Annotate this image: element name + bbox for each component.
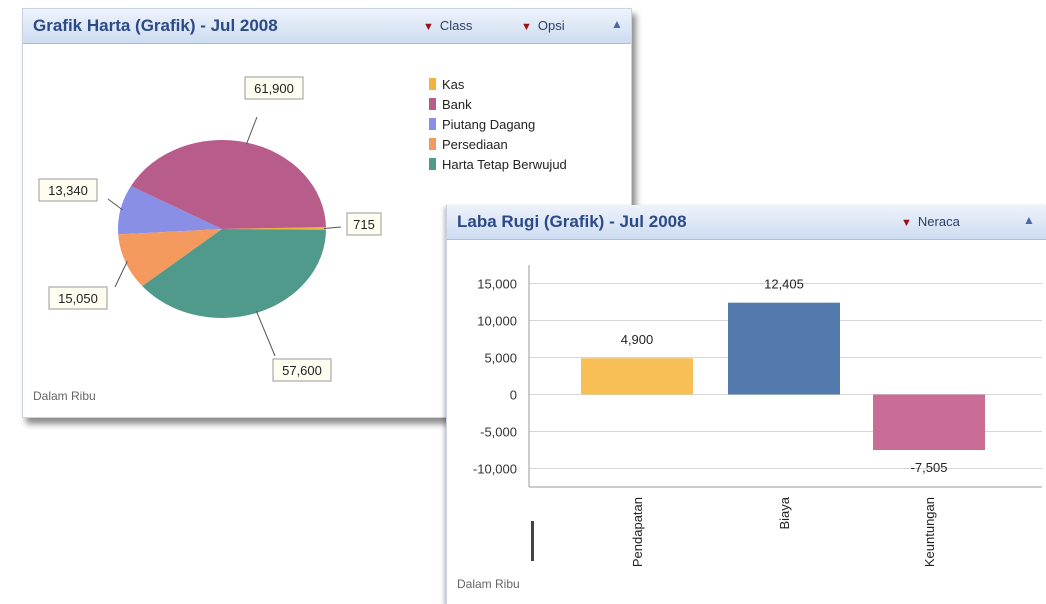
class-menu[interactable]: ▼ Class [423, 18, 472, 33]
profit-loss-panel: Laba Rugi (Grafik) - Jul 2008 ▼ Neraca ▲ … [446, 205, 1046, 604]
dropdown-triangle-icon: ▼ [901, 217, 912, 229]
bar-biaya [728, 302, 840, 395]
bar-keuntungan [873, 394, 985, 451]
pie-leader-line [245, 116, 258, 145]
pie-data-label: 61,900 [254, 81, 294, 96]
legend-label: Bank [442, 97, 472, 112]
bar-pendapatan [581, 358, 693, 395]
bar-footnote: Dalam Ribu [457, 577, 520, 591]
pie-slice-piutang-dagang [118, 186, 222, 235]
pie-chart: 715 61,900 13,340 15,050 57,600 [38, 76, 382, 382]
collapse-icon[interactable]: ▲ [611, 17, 623, 31]
pie-footnote: Dalam Ribu [33, 389, 96, 403]
pie-leader-line [323, 226, 342, 229]
bar-data-label: 4,900 [621, 332, 654, 347]
y-tick-label: 10,000 [477, 314, 517, 329]
pie-leader-line [114, 261, 128, 288]
legend-item: Piutang Dagang [429, 115, 567, 135]
pie-leader-line [255, 310, 276, 357]
dropdown-triangle-icon: ▼ [521, 21, 532, 33]
pie-slice-bank [130, 139, 326, 229]
legend-swatch [429, 158, 436, 170]
neraca-menu-label: Neraca [917, 214, 960, 229]
y-tick-label: -5,000 [480, 425, 517, 440]
legend-swatch [429, 118, 436, 130]
legend-swatch [429, 78, 436, 90]
pie-data-label-box [272, 358, 332, 382]
y-tick-label: 5,000 [484, 351, 517, 366]
dropdown-triangle-icon: ▼ [423, 21, 434, 33]
opsi-menu[interactable]: ▼ Opsi [521, 18, 565, 33]
pie-slice-kas [222, 227, 326, 230]
profit-loss-header: Laba Rugi (Grafik) - Jul 2008 ▼ Neraca ▲ [447, 205, 1046, 240]
x-category-label: Biaya [777, 496, 792, 529]
y-tick-label: 15,000 [477, 277, 517, 292]
y-tick-label: 0 [510, 388, 517, 403]
neraca-menu[interactable]: ▼ Neraca [901, 214, 960, 229]
pie-data-label: 57,600 [282, 363, 322, 378]
legend-item: Harta Tetap Berwujud [429, 155, 567, 175]
legend-label: Harta Tetap Berwujud [442, 157, 567, 172]
legend-swatch [429, 98, 436, 110]
x-category-label: Pendapatan [630, 497, 645, 567]
axis-marker [531, 521, 534, 561]
pie-data-label-box [346, 212, 382, 236]
legend-item: Kas [429, 75, 567, 95]
collapse-icon[interactable]: ▲ [1023, 213, 1035, 227]
legend-label: Piutang Dagang [442, 117, 536, 132]
pie-leader-line [107, 198, 123, 211]
pie-data-label: 715 [353, 217, 375, 232]
pie-slice-persediaan [118, 229, 222, 287]
bar-data-label: -7,505 [911, 460, 948, 475]
pie-data-label-box [38, 178, 98, 202]
pie-data-label: 13,340 [48, 183, 88, 198]
pie-data-label-box [244, 76, 304, 100]
legend-item: Bank [429, 95, 567, 115]
pie-data-label: 15,050 [58, 291, 98, 306]
pie-legend: Kas Bank Piutang Dagang Persediaan Harta Tet… [429, 75, 567, 175]
class-menu-label: Class [439, 18, 473, 33]
y-tick-label: -10,000 [473, 462, 517, 477]
legend-label: Kas [442, 77, 465, 92]
bar-chart: 15,000 10,000 5,000 0 -5,000 -10,000 4,900 Pend… [473, 265, 1042, 567]
legend-item: Persediaan [429, 135, 567, 155]
pie-slice-harta-tetap-berwujud [142, 229, 326, 319]
profit-loss-title: Laba Rugi (Grafik) - Jul 2008 [457, 212, 687, 231]
legend-label: Persediaan [442, 137, 508, 152]
opsi-menu-label: Opsi [537, 18, 565, 33]
x-category-label: Keuntungan [922, 497, 937, 567]
pie-data-label-box [48, 286, 108, 310]
bar-data-label: 12,405 [764, 277, 804, 292]
legend-swatch [429, 138, 436, 150]
asset-chart-header: Grafik Harta (Grafik) - Jul 2008 ▼ Class … [23, 9, 631, 44]
asset-chart-title: Grafik Harta (Grafik) - Jul 2008 [33, 16, 278, 35]
